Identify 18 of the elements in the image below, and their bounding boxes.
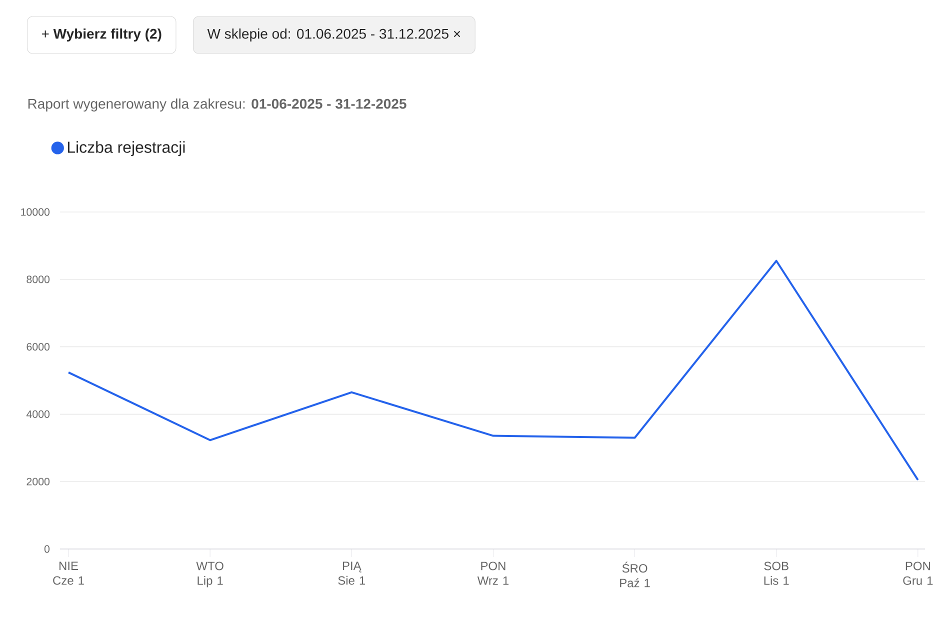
line-series <box>67 260 919 481</box>
x-tick-label: NIE Cze 1 <box>53 562 84 585</box>
y-tick-label: 2000 <box>26 478 50 486</box>
chart-subtitle: Raport wygenerowany dla zakresu: 01-06-2025 - 31-12-2025 <box>28 98 406 112</box>
x-tick-label: ŚRO Paź 1 <box>620 562 650 588</box>
text: + Wybierz filtry (2) <box>42 28 162 42</box>
legend-label: Liczba rejestracji <box>68 141 185 156</box>
x-tick-label: PON Wrz 1 <box>477 562 509 585</box>
x-tick-label: PON Gru 1 <box>903 562 933 585</box>
text: W sklepie od: 01.06.2025 - 31.12.2025 × <box>207 28 460 42</box>
y-tick-label: 6000 <box>26 343 50 351</box>
y-tick-label: 10000 <box>21 208 50 216</box>
x-tick-label: PIĄ Sie 1 <box>338 562 366 585</box>
x-tick-label: WTO Lip 1 <box>196 562 224 588</box>
y-tick-label: 0 <box>44 545 50 553</box>
y-tick-label: 4000 <box>26 410 50 418</box>
y-tick-label: 8000 <box>26 276 50 284</box>
x-tick-label: SOB Lis 1 <box>764 562 789 585</box>
